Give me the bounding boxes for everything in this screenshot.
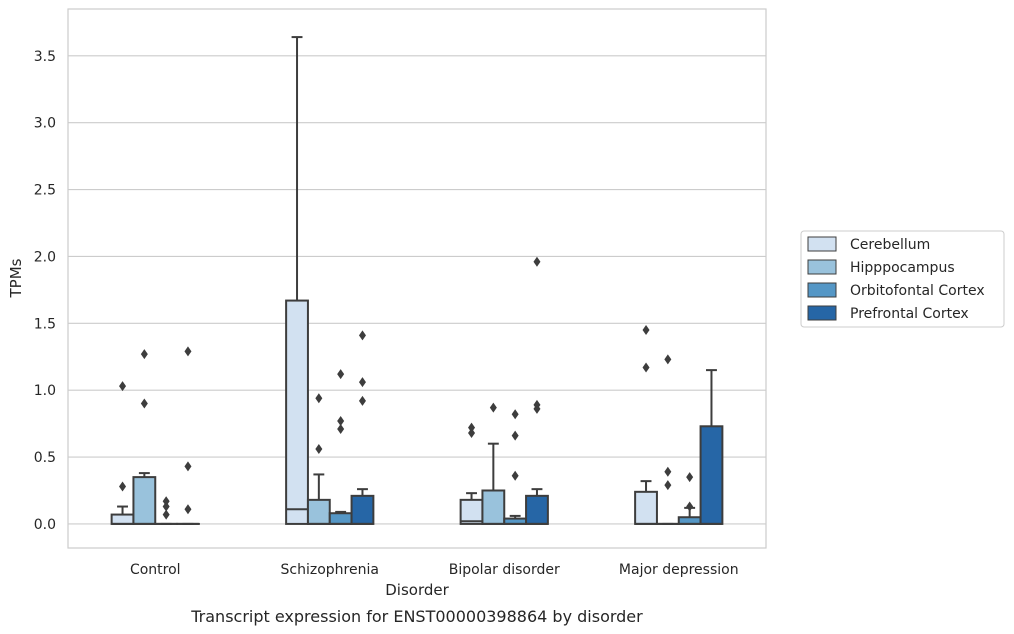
box-iqr: [634, 490, 658, 525]
box-iqr: [350, 494, 375, 525]
box-iqr: [328, 512, 353, 525]
outlier-point: [315, 393, 323, 404]
box-orbitofontal-cortex: [328, 369, 353, 525]
legend: Cerebellum Hipppocampus Orbitofontal Corte…: [800, 230, 1005, 328]
box-iqr: [285, 299, 309, 525]
outlier-point: [337, 369, 345, 380]
outlier-point: [686, 501, 694, 512]
y-tick-label: 1.0: [34, 383, 56, 399]
legend-label: Prefrontal Cortex: [850, 306, 969, 322]
outlier-point: [642, 362, 650, 373]
outlier-point: [489, 402, 497, 413]
x-tick-labels: Control Schizophrenia Bipolar disorder Majo…: [130, 562, 739, 578]
outlier-point: [533, 399, 541, 410]
outlier-point: [184, 504, 192, 515]
outlier-point: [664, 466, 672, 477]
outlier-point: [468, 422, 476, 433]
box-hipppocampus: [481, 402, 506, 525]
y-tick-label: 3.5: [34, 49, 56, 65]
y-tick-label: 2.0: [34, 249, 56, 265]
outlier-point: [162, 501, 170, 512]
box-cerebellum: [110, 381, 135, 525]
outlier-point: [358, 330, 366, 341]
box-hipppocampus: [655, 354, 680, 525]
x-tick-label: Control: [130, 562, 181, 578]
box-orbitofontal-cortex: [154, 496, 179, 525]
outlier-point: [511, 409, 519, 420]
y-tick-label: 1.5: [34, 316, 56, 332]
box-iqr: [306, 498, 331, 525]
y-tick-labels: 0.0 0.5 1.0 1.5 2.0 2.5 3.0 3.5: [34, 49, 56, 533]
box-prefrontal-cortex: [699, 369, 724, 525]
x-tick-label: Schizophrenia: [281, 562, 379, 578]
box-orbitofontal-cortex: [503, 409, 528, 525]
box-prefrontal-cortex: [176, 346, 200, 525]
outlier-point: [664, 354, 672, 365]
y-tick-label: 3.0: [34, 116, 56, 132]
outlier-point: [119, 381, 127, 392]
box-prefrontal-cortex: [350, 330, 375, 525]
box-hipppocampus: [306, 393, 331, 525]
box-cerebellum: [285, 36, 309, 525]
outlier-point: [358, 395, 366, 406]
outlier-point: [533, 256, 541, 267]
box-iqr: [110, 513, 135, 525]
legend-swatch: [807, 305, 837, 321]
legend-swatch: [807, 236, 837, 252]
box-orbitofontal-cortex: [677, 472, 702, 525]
legend-label: Cerebellum: [850, 237, 930, 253]
box-iqr: [481, 489, 506, 525]
box-iqr: [699, 425, 724, 525]
outlier-point: [140, 349, 148, 360]
box-cerebellum: [634, 324, 658, 525]
y-tick-label: 0.0: [34, 517, 56, 533]
box-prefrontal-cortex: [525, 256, 549, 525]
legend-swatch: [807, 259, 837, 275]
x-tick-label: Major depression: [619, 562, 739, 578]
outlier-point: [315, 444, 323, 455]
outlier-point: [184, 346, 192, 357]
x-tick-label: Bipolar disorder: [449, 562, 560, 578]
box-iqr: [525, 494, 549, 525]
outlier-point: [358, 377, 366, 388]
outlier-point: [140, 398, 148, 409]
outlier-point: [184, 461, 192, 472]
outlier-point: [511, 430, 519, 441]
outlier-point: [337, 423, 345, 434]
outlier-point: [642, 324, 650, 335]
x-axis-title: Disorder: [385, 581, 449, 599]
legend-frame: [800, 230, 1005, 328]
outlier-point: [162, 509, 170, 520]
box-iqr: [677, 516, 702, 525]
box-hipppocampus: [132, 349, 157, 525]
y-tick-label: 0.5: [34, 450, 56, 466]
box-groups: [110, 36, 724, 525]
outlier-point: [686, 472, 694, 483]
outlier-point: [119, 481, 127, 492]
outlier-point: [468, 427, 476, 438]
gridlines: [68, 55, 766, 525]
legend-swatch: [807, 282, 837, 298]
plot-frame: [67, 8, 767, 549]
chart-caption: Transcript expression for ENST0000039886…: [190, 607, 643, 626]
box-cerebellum: [459, 422, 484, 525]
box-iqr: [132, 476, 157, 525]
outlier-point: [664, 480, 672, 491]
outlier-point: [511, 470, 519, 481]
outlier-point: [337, 415, 345, 426]
legend-label: Orbitofontal Cortex: [850, 283, 985, 299]
y-axis-title: TPMs: [7, 258, 25, 298]
outlier-point: [162, 496, 170, 507]
y-tick-label: 2.5: [34, 183, 56, 199]
legend-label: Hipppocampus: [850, 260, 955, 276]
